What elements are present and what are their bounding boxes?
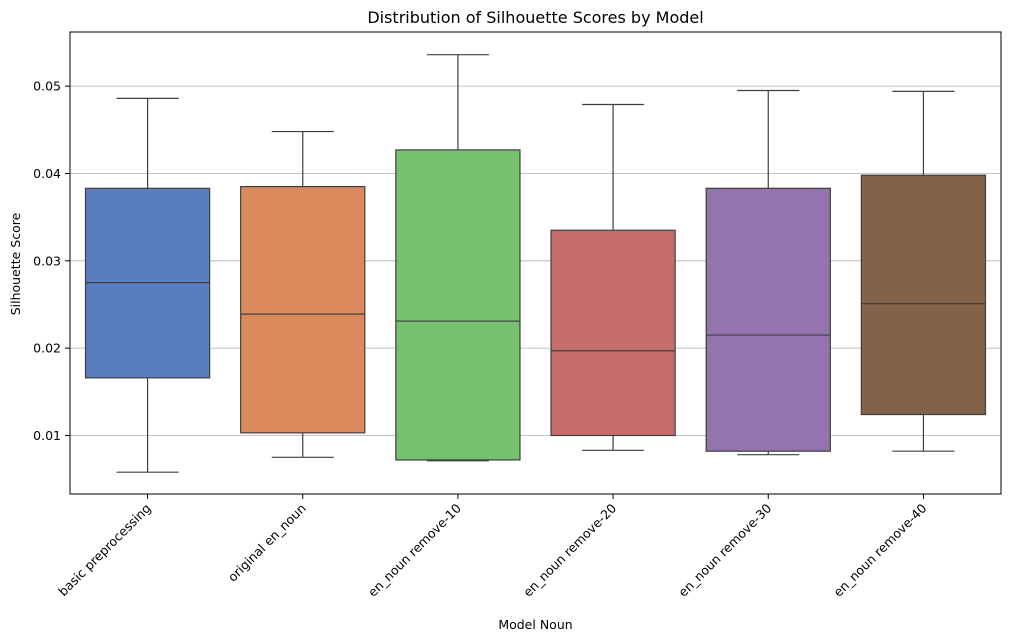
box-1 <box>84 97 211 473</box>
y-tick-label: 0.02 <box>33 341 61 356</box>
x-axis-label: Model Noun <box>498 617 572 632</box>
x-axis-ticks: basic preprocessing original en_noun en_no… <box>55 494 930 600</box>
x-tick-label: original en_noun <box>225 501 309 585</box>
iqr-box <box>395 149 521 461</box>
y-tick-label: 0.01 <box>33 428 61 443</box>
box-2 <box>240 130 366 458</box>
gridlines <box>70 85 1001 436</box>
box-4 <box>550 103 676 451</box>
y-tick-label: 0.05 <box>33 79 61 94</box>
x-tick-label: en_noun remove-20 <box>520 500 619 599</box>
box-3 <box>395 54 521 462</box>
y-axis-label: Silhouette Score <box>8 212 23 315</box>
y-axis-ticks: 0.01 0.02 0.03 0.04 0.05 <box>33 79 70 443</box>
plot-frame <box>69 31 1002 495</box>
chart-title: Distribution of Silhouette Scores by Mod… <box>367 8 703 27</box>
x-tick-label: en_noun remove-30 <box>675 500 774 599</box>
iqr-box <box>240 185 366 434</box>
x-tick-label: en_noun remove-40 <box>830 500 929 599</box>
iqr-box <box>860 174 987 416</box>
y-tick-label: 0.03 <box>33 253 61 268</box>
iqr-box <box>705 187 831 452</box>
box-5 <box>705 89 831 456</box>
x-tick-label: en_noun remove-10 <box>365 500 464 599</box>
box-6 <box>860 90 987 452</box>
x-tick-label: basic preprocessing <box>55 501 153 599</box>
iqr-box <box>550 229 676 437</box>
y-tick-label: 0.04 <box>33 166 61 181</box>
boxes <box>84 54 987 473</box>
